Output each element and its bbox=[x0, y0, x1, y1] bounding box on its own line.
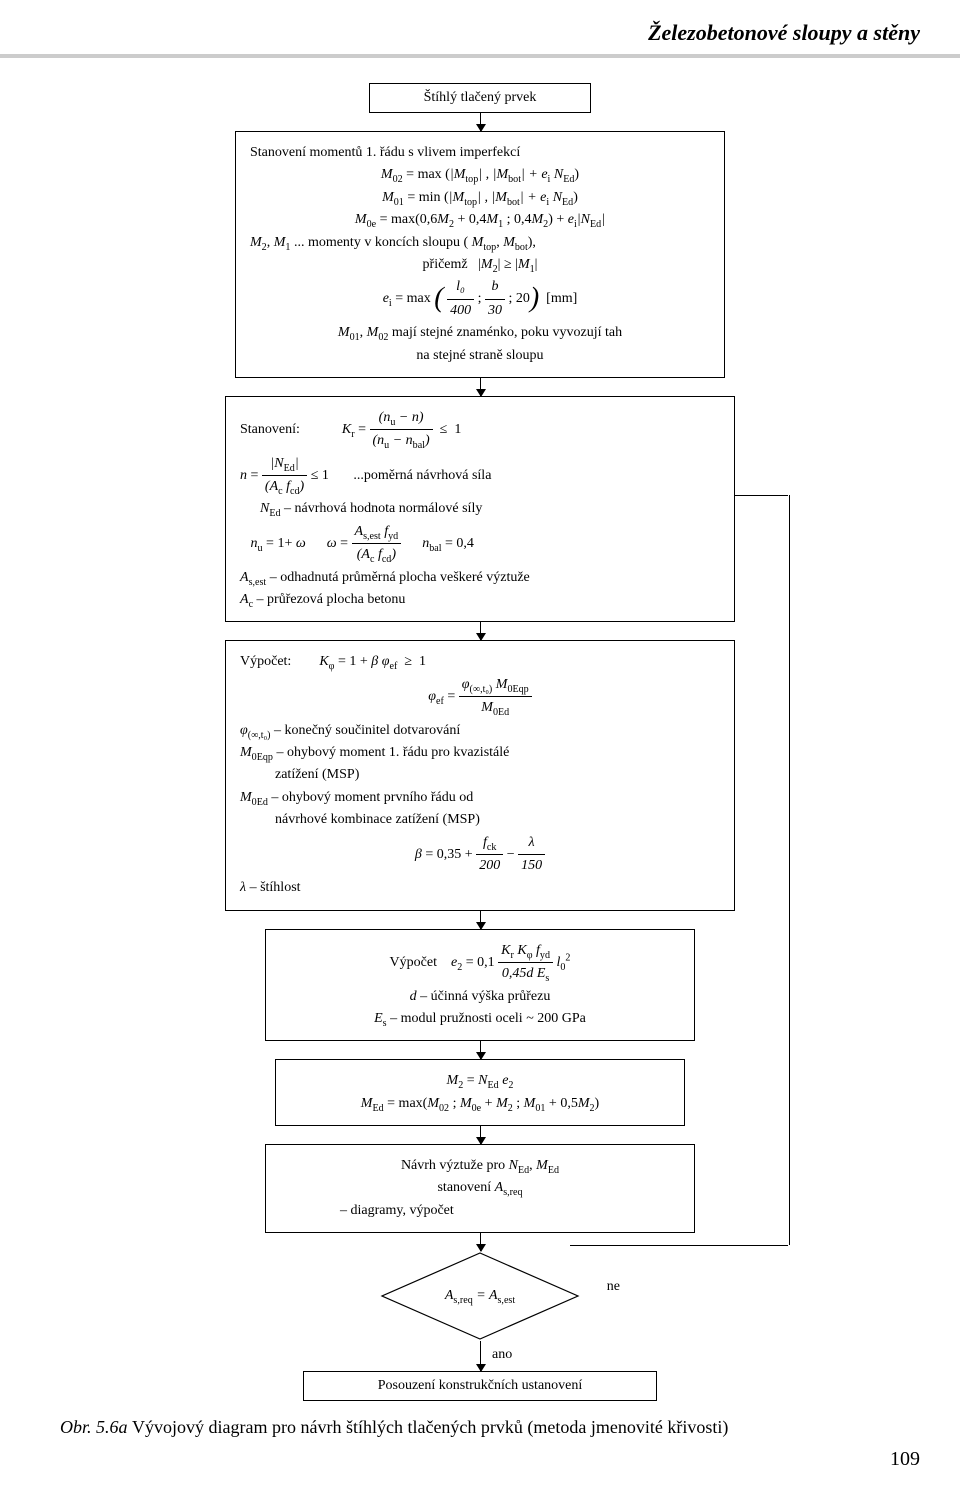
b6-m2: M2 = NEd e2 bbox=[290, 1070, 670, 1092]
title-text: Štíhlý tlačený prvek bbox=[424, 90, 537, 105]
box-title: Štíhlý tlačený prvek bbox=[369, 83, 591, 113]
b5-e2: Výpočet e2 = 0,1 Kr Kφ fyd0,45d Es l02 bbox=[280, 940, 680, 986]
b3-nu-row: nu = 1+ ω ω = As,est fyd(Ac fcd) nbal = … bbox=[240, 521, 720, 567]
box-kphi: Výpočet: Kφ = 1 + β φef ≥ 1 φef = φ(∞,t₀… bbox=[225, 640, 735, 910]
b7-l1: Návrh výztuže pro NEd, MEd bbox=[280, 1155, 680, 1177]
box-e2: Výpočet e2 = 0,1 Kr Kφ fyd0,45d Es l02 d… bbox=[265, 929, 695, 1042]
b6-med: MEd = max(M02 ; M0e + M2 ; M01 + 0,5M2) bbox=[290, 1093, 670, 1115]
b4-beta: β = 0,35 + fck200 − λ150 bbox=[240, 832, 720, 878]
b3-stanoveni: Stanovení: Kr = (nu − n)(nu − nbal) ≤ 1 bbox=[240, 407, 720, 453]
b2-line1: Stanovení momentů 1. řádu s vlivem imper… bbox=[250, 142, 710, 164]
box-moments: Stanovení momentů 1. řádu s vlivem imper… bbox=[235, 131, 725, 378]
box-med: M2 = NEd e2 MEd = max(M02 ; M0e + M2 ; M… bbox=[275, 1059, 685, 1126]
figure-caption: Obr. 5.6a Vývojový diagram pro návrh ští… bbox=[0, 1411, 960, 1444]
box-kr: Stanovení: Kr = (nu − n)(nu − nbal) ≤ 1 … bbox=[225, 396, 735, 623]
chapter-title: Železobetonové sloupy a stěny bbox=[648, 20, 920, 45]
b4-lambda: λ – štíhlost bbox=[240, 877, 720, 899]
b2-m0e: M0e = max(0,6M2 + 0,4M1 ; 0,4M2) + ei|NE… bbox=[250, 209, 710, 231]
b4-phi: φef = φ(∞,t₀) M0EqpM0Ed bbox=[240, 674, 720, 720]
label-no: ne bbox=[607, 1279, 620, 1295]
page-header: Železobetonové sloupy a stěny bbox=[0, 0, 960, 58]
b5-es: Es – modul pružnosti oceli ~ 200 GPa bbox=[280, 1008, 680, 1030]
b2-m02: M02 = max (|Mtop| , |Mbot| + ei NEd) bbox=[250, 164, 710, 186]
b3-asest: As,est – odhadnutá průměrná plocha veške… bbox=[240, 567, 720, 589]
b4-m0eqp: M0Eqp – ohybový moment 1. řádu pro kvazi… bbox=[240, 742, 720, 787]
b5-d: d – účinná výška průřezu bbox=[280, 986, 680, 1008]
page-number: 109 bbox=[0, 1444, 960, 1491]
b7-l2: stanovení As,req bbox=[280, 1177, 680, 1199]
box-design: Návrh výztuže pro NEd, MEd stanovení As,… bbox=[265, 1144, 695, 1233]
box-final: Posouzení konstrukčních ustanovení bbox=[303, 1371, 657, 1401]
b2-m01: M01 = min (|Mtop| , |Mbot| + ei NEd) bbox=[250, 187, 710, 209]
flowchart: Štíhlý tlačený prvek Stanovení momentů 1… bbox=[180, 83, 780, 1401]
b4-phi-inf: φ(∞,t₀) – konečný součinitel dotvarování bbox=[240, 720, 720, 742]
b2-moments-note: M2, M1 ... momenty v koncích sloupu ( Mt… bbox=[250, 232, 710, 254]
b4-m0ed: M0Ed – ohybový moment prvního řádu od ná… bbox=[240, 787, 720, 832]
decision-diamond: As,req = As,est ne bbox=[380, 1251, 580, 1341]
b2-ei: ei = max ( l₀400 ; b30 ; 20) [mm] bbox=[250, 276, 710, 322]
caption-text: Vývojový diagram pro návrh štíhlých tlač… bbox=[132, 1417, 728, 1437]
b7-l3: – diagramy, výpočet bbox=[280, 1200, 680, 1222]
b2-sign: M01, M02 mají stejné znaménko, poku vyvo… bbox=[250, 322, 710, 367]
b3-ned: NEd – návrhová hodnota normálové síly bbox=[240, 498, 720, 520]
b8-text: Posouzení konstrukčních ustanovení bbox=[378, 1378, 583, 1393]
caption-label: Obr. 5.6a bbox=[60, 1417, 128, 1437]
b3-n: n = |NEd|(Ac fcd) ≤ 1 ...poměrná návrhov… bbox=[240, 453, 720, 499]
b4-vyp: Výpočet: Kφ = 1 + β φef ≥ 1 bbox=[240, 651, 720, 673]
decision-condition: As,req = As,est bbox=[380, 1251, 580, 1341]
label-yes: ano bbox=[492, 1347, 512, 1363]
b3-ac: Ac – průřezová plocha betonu bbox=[240, 589, 720, 611]
b2-pricemz: přičemž |M2| ≥ |M1| bbox=[250, 254, 710, 276]
